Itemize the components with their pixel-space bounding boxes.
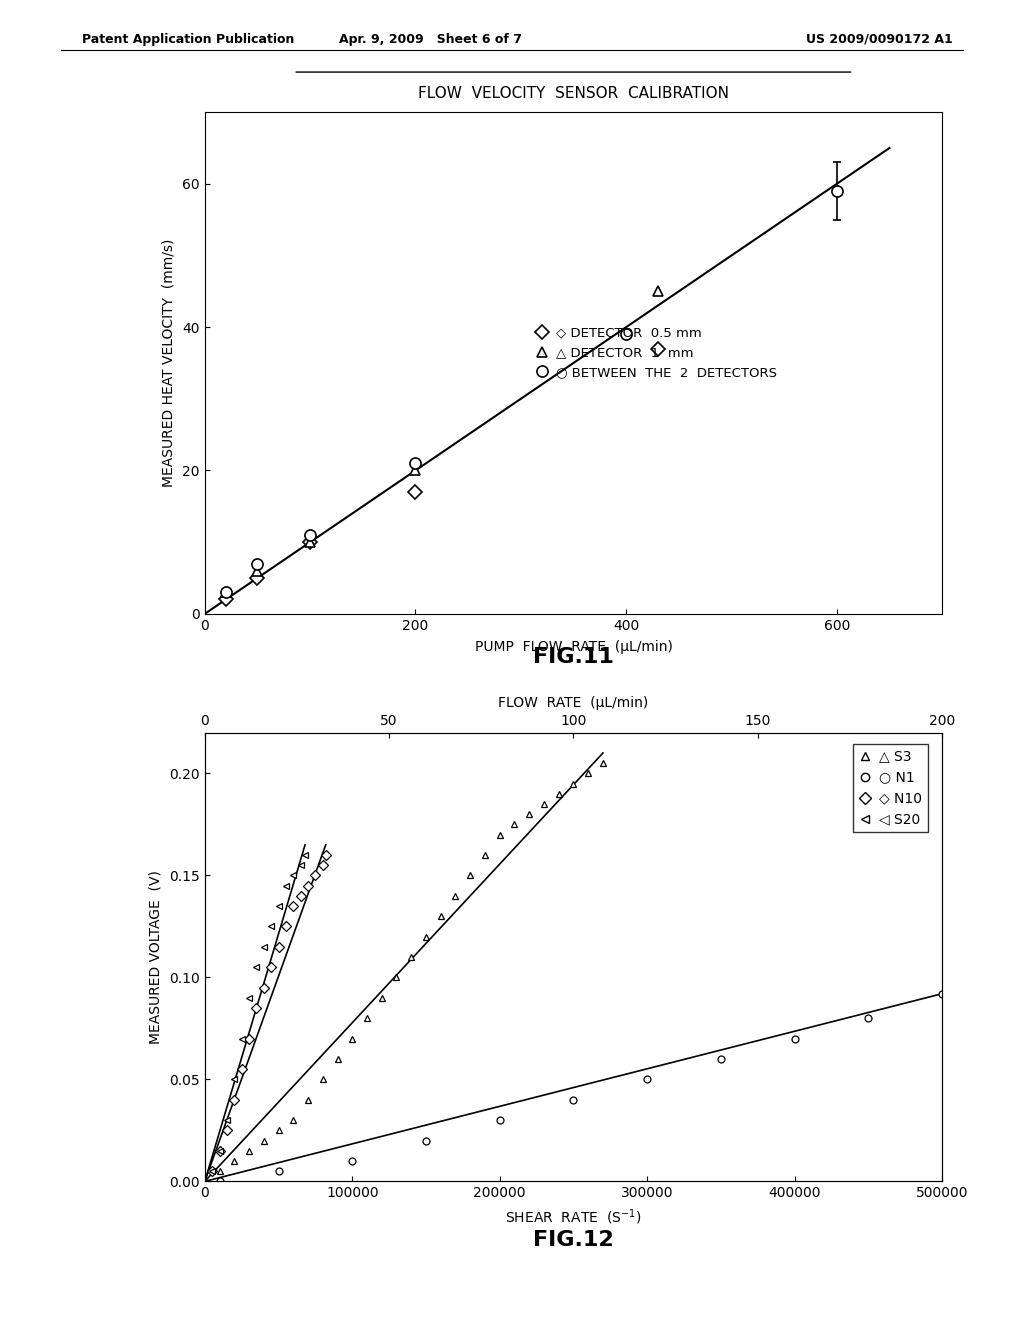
Y-axis label: MEASURED VOLTAGE  (V): MEASURED VOLTAGE (V) xyxy=(148,870,162,1044)
Legend: △ S3, ○ N1, ◇ N10, ◁ S20: △ S3, ○ N1, ◇ N10, ◁ S20 xyxy=(853,744,928,832)
Text: Apr. 9, 2009   Sheet 6 of 7: Apr. 9, 2009 Sheet 6 of 7 xyxy=(339,33,521,46)
Text: FIG.11: FIG.11 xyxy=(534,647,613,667)
Text: US 2009/0090172 A1: US 2009/0090172 A1 xyxy=(806,33,952,46)
X-axis label: SHEAR  RATE  (S$^{-1}$): SHEAR RATE (S$^{-1}$) xyxy=(505,1208,642,1226)
Text: FIG.12: FIG.12 xyxy=(534,1230,613,1250)
Text: Patent Application Publication: Patent Application Publication xyxy=(82,33,294,46)
X-axis label: PUMP  FLOW  RATE  (μL/min): PUMP FLOW RATE (μL/min) xyxy=(474,640,673,653)
Y-axis label: MEASURED HEAT VELOCITY  (mm/s): MEASURED HEAT VELOCITY (mm/s) xyxy=(162,239,175,487)
Title: FLOW  VELOCITY  SENSOR  CALIBRATION: FLOW VELOCITY SENSOR CALIBRATION xyxy=(418,86,729,102)
X-axis label: FLOW  RATE  (μL/min): FLOW RATE (μL/min) xyxy=(499,696,648,710)
Legend: ◇ DETECTOR  0.5 mm, △ DETECTOR  1  mm, ○ BETWEEN  THE  2  DETECTORS: ◇ DETECTOR 0.5 mm, △ DETECTOR 1 mm, ○ BE… xyxy=(528,322,782,384)
